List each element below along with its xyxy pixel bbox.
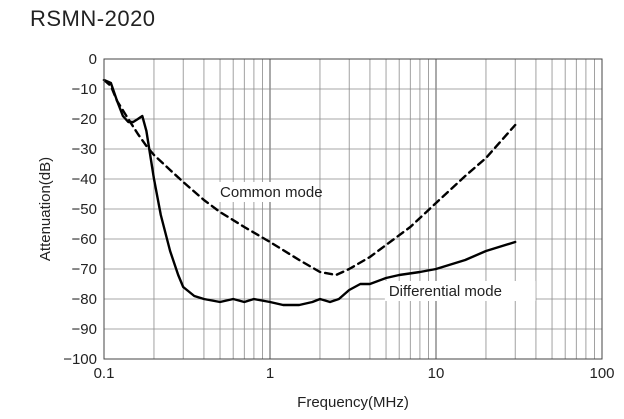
y-tick-label: −100 (63, 351, 97, 368)
y-tick-label: −40 (72, 171, 97, 188)
x-tick-label: 10 (428, 365, 445, 382)
annotation-label: Differential mode (389, 283, 502, 300)
y-tick-label: −60 (72, 231, 97, 248)
annotations: Common mode Differential mode (216, 182, 536, 301)
x-tick-label: 1 (266, 365, 274, 382)
y-tick-label: −90 (72, 321, 97, 338)
x-axis-label: Frequency(MHz) (297, 394, 409, 411)
y-tick-label: −30 (72, 141, 97, 158)
plot-frame (103, 58, 603, 360)
y-tick-label: −20 (72, 111, 97, 128)
annotation-background (216, 182, 317, 202)
annotation-background (384, 281, 536, 301)
series-line-common-mode (102, 78, 517, 277)
y-tick-label: 0 (89, 51, 97, 68)
y-tick-label: −70 (72, 261, 97, 278)
series-line-differential-mode (102, 78, 517, 307)
x-tick-label: 100 (589, 365, 614, 382)
y-tick-label: −50 (72, 201, 97, 218)
series-lines (102, 78, 517, 307)
y-tick-label: −10 (72, 81, 97, 98)
x-tick-label: 0.1 (94, 365, 115, 382)
annotation-label: Common mode (220, 184, 323, 201)
chart-title: RSMN-2020 (30, 6, 156, 31)
y-axis-label: Attenuation(dB) (37, 157, 54, 261)
y-tick-label: −80 (72, 291, 97, 308)
grid (104, 59, 602, 359)
